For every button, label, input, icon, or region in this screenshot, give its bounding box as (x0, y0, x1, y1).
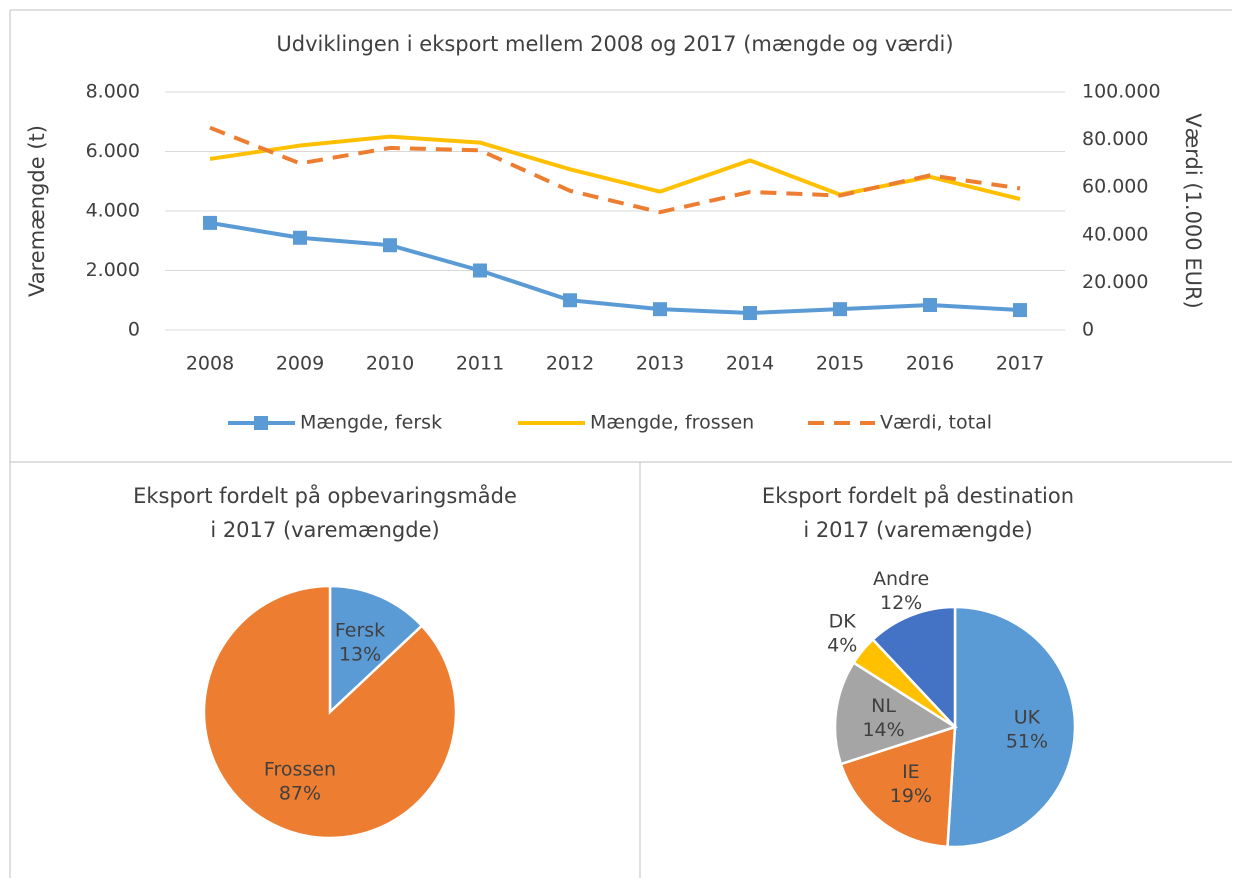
slice-category: IE (902, 760, 920, 782)
marker (293, 230, 307, 245)
slice-category: Frossen (264, 758, 336, 780)
slice-category: NL (871, 694, 896, 716)
y-tick-label: 6.000 (86, 140, 140, 162)
y-tick-label: 2.000 (86, 259, 140, 281)
x-tick-label: 2017 (996, 353, 1044, 375)
pie-slice (328, 584, 424, 715)
y2-tick-label: 40.000 (1082, 223, 1148, 245)
slice-value-label: 87% (279, 782, 321, 804)
slice-value-label: 51% (1006, 730, 1048, 752)
pie-slice (839, 725, 957, 849)
y-axis-label: Varemængde (t) (25, 125, 49, 297)
series-line (209, 125, 1021, 215)
slice-value-label: 14% (862, 718, 904, 740)
x-tick-label: 2013 (636, 353, 684, 375)
x-tick-label: 2009 (276, 353, 324, 375)
slice-category: Andre (873, 567, 929, 589)
marker (923, 298, 937, 313)
slice-category: UK (1014, 706, 1041, 728)
chart-title: Udviklingen i eksport mellem 2008 og 201… (276, 32, 953, 56)
marker (473, 263, 487, 278)
y2-tick-label: 0 (1082, 319, 1094, 341)
legend-marker (254, 416, 268, 430)
x-tick-label: 2012 (546, 353, 594, 375)
line-chart: Udviklingen i eksport mellem 2008 og 201… (25, 32, 1205, 434)
chart-title: i 2017 (varemængde) (803, 518, 1032, 542)
marker (833, 302, 847, 317)
y2-tick-label: 100.000 (1082, 81, 1161, 103)
y-tick-label: 0 (128, 319, 140, 341)
x-tick-label: 2008 (186, 353, 234, 375)
slice-label: NL 14% (862, 694, 904, 740)
legend-label: Mængde, frossen (590, 412, 754, 434)
x-tick-label: 2014 (726, 353, 774, 375)
legend-label: Værdi, total (880, 412, 992, 434)
slice-value-label: 4% (827, 634, 857, 656)
x-tick-label: 2010 (366, 353, 414, 375)
slice-category: Fersk (335, 619, 385, 641)
pie-slice (833, 660, 958, 766)
slice-value-label: 13% (339, 643, 381, 665)
marker (203, 215, 217, 230)
pie-slice (871, 605, 957, 731)
pie-slice (202, 584, 458, 840)
y-tick-label: 4.000 (86, 200, 140, 222)
slice-label: DK 4% (827, 610, 857, 656)
chart-title: Eksport fordelt på opbevaringsmåde (133, 483, 517, 508)
slice-label: Andre 12% (873, 567, 929, 613)
slice-value-label: 19% (890, 784, 932, 806)
marker (743, 306, 757, 321)
x-tick-label: 2015 (816, 353, 864, 375)
pie-slice (946, 605, 1077, 849)
x-tick-label: 2011 (456, 353, 504, 375)
y2-tick-label: 80.000 (1082, 128, 1148, 150)
series-line (209, 220, 1021, 316)
slice-category: DK (829, 610, 857, 632)
slice-value-label: 12% (880, 591, 922, 613)
chart-title: i 2017 (varemængde) (210, 518, 439, 542)
slice-label: Fersk 13% (335, 619, 385, 665)
marker (653, 302, 667, 317)
marker (563, 293, 577, 308)
marker (383, 238, 397, 253)
y2-axis-label: Værdi (1.000 EUR) (1181, 113, 1205, 309)
pie-chart: Eksport fordelt på destination i 2017 (va… (762, 483, 1077, 849)
y-tick-label: 8.000 (86, 81, 140, 103)
pie-chart: Eksport fordelt på opbevaringsmåde i 2017… (133, 483, 517, 840)
slice-label: IE 19% (890, 760, 932, 806)
series-line (209, 134, 1021, 202)
slice-label: Frossen 87% (264, 758, 336, 804)
y2-tick-label: 60.000 (1082, 176, 1148, 198)
legend-label: Mængde, fersk (300, 412, 442, 434)
y2-tick-label: 20.000 (1082, 271, 1148, 293)
chart-title: Eksport fordelt på destination (762, 483, 1074, 508)
x-tick-label: 2016 (906, 353, 954, 375)
frame (9, 9, 1232, 878)
slice-label: UK 51% (1006, 706, 1048, 752)
marker (1013, 303, 1027, 318)
